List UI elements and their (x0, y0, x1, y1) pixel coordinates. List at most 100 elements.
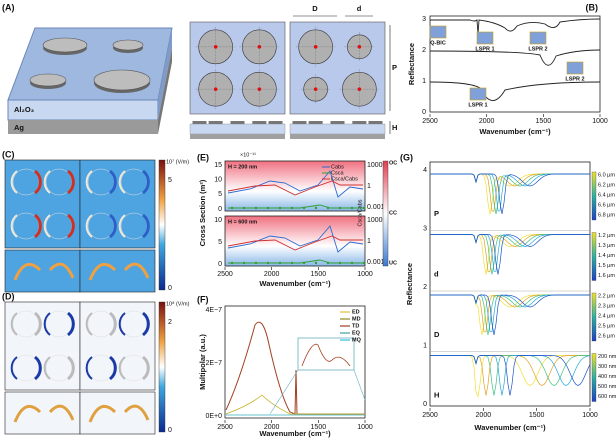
curve (225, 394, 365, 415)
field-lobe (85, 312, 93, 336)
inset-cell (476, 31, 494, 45)
field-lobe (118, 214, 126, 238)
metal-layer (8, 120, 158, 134)
field-lobe (118, 356, 126, 380)
field-lobe (10, 312, 18, 336)
dim-label: P (392, 63, 397, 72)
legend-label: 400 nm (598, 374, 616, 380)
marker (230, 206, 234, 210)
center-dot (257, 45, 262, 49)
slab-side (158, 28, 172, 120)
legend-label: TD (352, 323, 359, 329)
marker (362, 261, 366, 265)
marker (290, 261, 294, 265)
panel-label: (A) (2, 2, 15, 12)
marker (338, 206, 342, 210)
colorbar-tick: 2 (168, 319, 172, 326)
field-lobe (108, 355, 117, 381)
marker (254, 261, 258, 265)
y-tick-label: 0 (422, 109, 426, 116)
slab-top (7, 27, 173, 101)
field-map (79, 249, 156, 293)
field-lobe (108, 169, 117, 195)
curve (430, 294, 590, 336)
colorbar-tick: 0 (168, 285, 172, 292)
x-tick-label: 1000 (357, 271, 373, 278)
legend-label: 6.6 µm (598, 202, 615, 208)
curve (430, 173, 590, 215)
inset-label: LSPR 2 (565, 76, 584, 82)
colorbar-tick: 0 (168, 427, 172, 434)
y-axis-label: Multipolar (a.u.) (198, 334, 207, 390)
x-tick-label: 2000 (264, 424, 280, 431)
group-colorbar (591, 171, 597, 221)
colorbar (158, 159, 166, 291)
metal-side (158, 48, 172, 134)
marker (338, 261, 342, 265)
disk (112, 39, 144, 51)
field-lobe (141, 311, 150, 337)
inset-label: LSPR 1 (468, 102, 487, 108)
legend-label: Csca/Cabs (331, 176, 358, 182)
colorbar-unit: 10⁸ (V/m) (166, 300, 190, 307)
curve (429, 49, 601, 66)
side-disk (268, 121, 283, 124)
legend-label: 1.5 µm (598, 263, 615, 269)
x-tick-label: 1500 (311, 424, 327, 431)
curve (430, 355, 590, 398)
inset-label: Q-BIC (430, 40, 446, 46)
marker (254, 206, 258, 210)
marker (302, 261, 306, 265)
marker (350, 261, 354, 265)
curve (430, 355, 591, 396)
field-lobe (118, 312, 126, 336)
y-axis-label: Cross Section (m²) (198, 179, 207, 246)
curve (227, 225, 364, 253)
marker (266, 206, 270, 210)
y-axis-label: Reflectance (407, 43, 416, 85)
curve (430, 234, 590, 275)
marker (302, 206, 306, 210)
field-lobe (10, 214, 18, 238)
inset-cell (429, 25, 447, 39)
field-cross (13, 262, 75, 281)
center-dot (213, 87, 218, 91)
field-map (4, 391, 81, 435)
legend-label: 300 nm (598, 364, 616, 370)
legend-label: Cabs (331, 164, 344, 170)
marker (314, 261, 318, 265)
legend-label: ED (352, 309, 360, 315)
x-tick-label: 2000 (479, 118, 495, 125)
panel-label: (F) (197, 294, 209, 304)
curve (430, 294, 590, 336)
field-lobe (10, 170, 18, 194)
field-map (79, 391, 156, 435)
field-lobe (43, 356, 51, 380)
y-tick-label: 2 (423, 284, 427, 291)
x-tick-label: 1000 (357, 424, 373, 431)
marker (266, 261, 270, 265)
legend-label: 6.4 µm (598, 192, 615, 198)
y-tick-label: 1000 (367, 162, 383, 169)
legend-label: 200 nm (598, 354, 616, 360)
x-axis-label: Wavenumber (cm⁻¹) (479, 127, 551, 136)
x-axis-label: Wavenumber (cm⁻¹) (259, 279, 331, 288)
inset-cell (469, 87, 487, 101)
y-tick-label: 3 (422, 16, 426, 23)
zoom-link (269, 369, 366, 415)
dim-label: D (312, 4, 318, 13)
y-tick-label: 5 (218, 191, 222, 198)
x-tick-label: 2500 (422, 412, 438, 419)
field-lobe (66, 213, 75, 239)
y-tick-label: 4E−7 (205, 307, 222, 314)
side-disk (192, 121, 207, 124)
y-tick-label: 4 (423, 167, 427, 174)
regime-bg (225, 216, 365, 266)
group-label: d (434, 269, 439, 278)
field-lobe (43, 312, 51, 336)
field-lobe (33, 311, 42, 337)
regime-colorbar (382, 160, 389, 267)
y-tick-label: 1000 (367, 217, 383, 224)
group-colorbar (591, 292, 597, 342)
